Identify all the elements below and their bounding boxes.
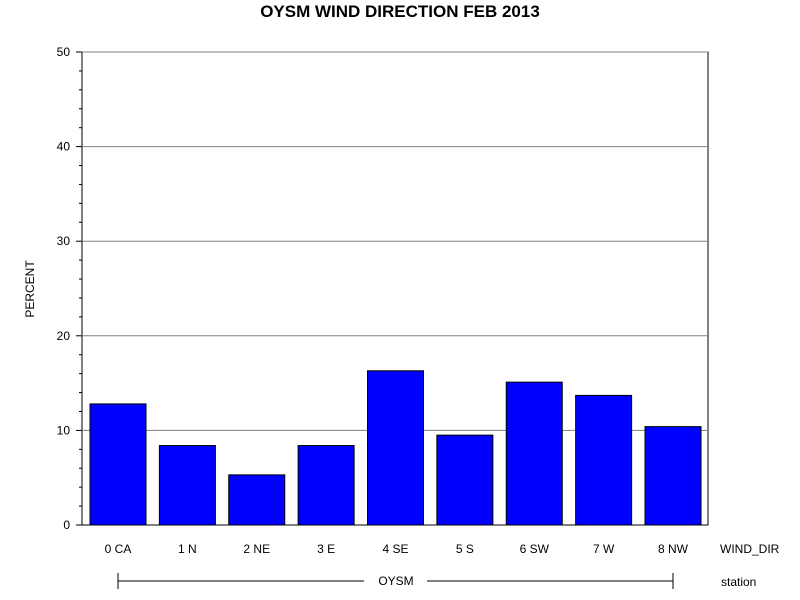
plot-area: 0 10 20 30 40 50 0 CA 1 N 2 NE 3 E 4 SE 5 S 6 SW 7 W… xyxy=(57,45,709,556)
bar-7-w xyxy=(575,394,633,526)
x-tick-label: 8 NW xyxy=(658,542,689,556)
bar-0-ca xyxy=(89,403,147,526)
bar-5-s xyxy=(436,434,494,526)
group-axis: OYSM xyxy=(117,573,674,589)
group-axis-label: station xyxy=(721,575,756,589)
x-tick-label: 5 S xyxy=(456,542,474,556)
y-tick-label: 40 xyxy=(57,140,71,154)
bars xyxy=(89,370,702,526)
x-tick-label: 3 E xyxy=(317,542,335,556)
x-tick-label: 7 W xyxy=(593,542,615,556)
y-tick-label: 50 xyxy=(57,45,71,59)
bar-2-ne xyxy=(228,474,286,526)
group-label: OYSM xyxy=(378,574,413,588)
y-tick-label: 10 xyxy=(57,423,71,437)
y-tick-label: 20 xyxy=(57,329,71,343)
chart-title: OYSM WIND DIRECTION FEB 2013 xyxy=(260,2,540,21)
x-tick-label: 0 CA xyxy=(105,542,132,556)
x-tick-label: 4 SE xyxy=(382,542,408,556)
bar-3-e xyxy=(297,445,355,526)
bar-6-sw xyxy=(505,381,563,526)
y-tick-label: 0 xyxy=(63,518,70,532)
bar-8-nw xyxy=(644,426,702,526)
x-tick-label: 6 SW xyxy=(520,542,550,556)
bar-1-n xyxy=(158,445,216,526)
y-tick-label: 30 xyxy=(57,234,71,248)
x-tick-label: 2 NE xyxy=(243,542,270,556)
y-axis-ticks: 0 10 20 30 40 50 xyxy=(57,45,82,532)
x-axis-label: WIND_DIR xyxy=(720,542,780,556)
x-tick-label: 1 N xyxy=(178,542,197,556)
x-axis-tick-labels: 0 CA 1 N 2 NE 3 E 4 SE 5 S 6 SW 7 W 8 NW xyxy=(105,542,689,556)
bar-4-se xyxy=(367,370,424,526)
y-axis-label: PERCENT xyxy=(23,260,37,318)
